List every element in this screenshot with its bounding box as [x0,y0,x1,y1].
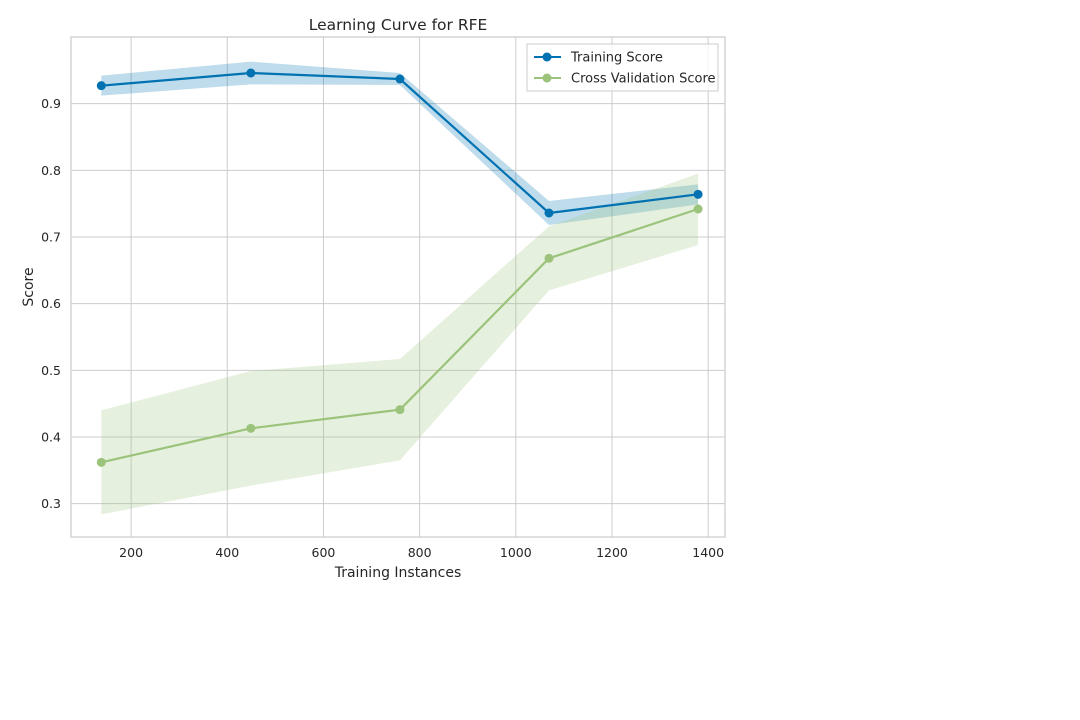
plot-frame [70,36,726,538]
legend-label-cross-validation-score: Cross Validation Score [571,72,716,87]
x-tick-label: 800 [408,545,432,560]
chart-title: Learning Curve for RFE [309,16,488,34]
legend-frame [526,43,719,92]
y-tick-label: 0.8 [41,163,61,178]
legend-marker-cross-validation-score [542,73,552,83]
x-tick-label: 1000 [500,545,532,560]
point-cross-validation-score [544,253,554,263]
confidence-bands [101,61,699,515]
point-training-score [246,68,256,78]
point-cross-validation-score [96,457,106,467]
x-axis-label: Training Instances [334,565,462,581]
y-tick-labels: 0.3 0.4 0.5 0.6 0.7 0.8 0.9 [41,96,61,511]
band-cross-validation-score [101,173,699,515]
y-tick-label: 0.7 [41,230,61,245]
legend-label-training-score: Training Score [570,51,663,66]
x-tick-labels: 200 400 600 800 1000 1200 1400 [119,545,724,560]
line-training-score [101,71,699,215]
x-tick-label: 400 [215,545,239,560]
legend-marker-training-score [542,52,552,62]
point-training-score [96,81,106,91]
series-points [96,68,703,467]
grid [71,37,725,537]
point-cross-validation-score [693,204,703,214]
band-training-score [101,61,699,225]
y-tick-label: 0.9 [41,96,61,111]
x-tick-label: 200 [119,545,143,560]
y-tick-label: 0.6 [41,296,61,311]
y-tick-label: 0.3 [41,496,61,511]
y-axis-label: Score [21,267,37,306]
point-cross-validation-score [246,423,256,433]
point-cross-validation-score [395,405,405,415]
y-tick-label: 0.4 [41,430,61,445]
x-tick-label: 600 [312,545,336,560]
point-training-score [693,189,703,199]
point-training-score [544,208,554,218]
legend: Training Score Cross Validation Score [526,43,719,92]
y-tick-label: 0.5 [41,363,61,378]
point-training-score [395,74,405,84]
x-tick-label: 1400 [692,545,724,560]
x-tick-label: 1200 [596,545,628,560]
